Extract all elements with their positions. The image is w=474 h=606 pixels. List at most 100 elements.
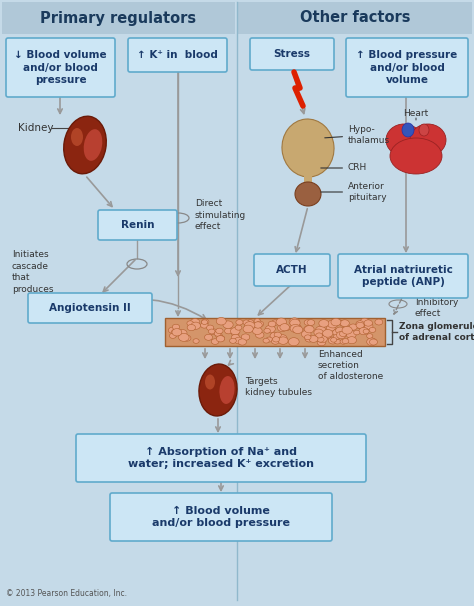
Text: ↑ Blood volume
and/or blood pressure: ↑ Blood volume and/or blood pressure [152,506,290,528]
Ellipse shape [169,333,176,338]
Ellipse shape [278,337,288,344]
Ellipse shape [316,333,322,338]
Text: Inhibitory
effect: Inhibitory effect [415,298,458,318]
Ellipse shape [342,339,349,344]
Bar [165,318,385,346]
Ellipse shape [290,319,300,327]
Ellipse shape [289,318,300,326]
Ellipse shape [354,330,360,335]
Ellipse shape [346,331,356,338]
Ellipse shape [375,319,383,325]
Ellipse shape [71,128,83,146]
Ellipse shape [255,331,264,338]
Ellipse shape [356,321,365,327]
Ellipse shape [207,325,214,330]
Ellipse shape [334,339,341,344]
FancyBboxPatch shape [128,38,227,72]
Ellipse shape [327,325,335,331]
Ellipse shape [282,119,334,177]
Ellipse shape [366,334,373,338]
Ellipse shape [280,324,290,331]
Ellipse shape [231,335,240,341]
Text: Enhanced
secretion
of aldosterone: Enhanced secretion of aldosterone [318,350,383,381]
Ellipse shape [333,330,341,336]
Ellipse shape [288,338,299,346]
Ellipse shape [84,129,102,161]
Text: ↑ Blood pressure
and/or blood
volume: ↑ Blood pressure and/or blood volume [356,50,457,85]
FancyBboxPatch shape [6,38,115,97]
Ellipse shape [214,331,221,336]
Ellipse shape [219,376,235,404]
Ellipse shape [178,330,187,336]
Ellipse shape [309,336,318,342]
Ellipse shape [254,319,261,324]
Text: Anterior
pituitary: Anterior pituitary [321,182,387,202]
Ellipse shape [304,319,312,325]
Ellipse shape [317,337,324,342]
FancyBboxPatch shape [254,254,330,286]
Text: ↓ Blood volume
and/or blood
pressure: ↓ Blood volume and/or blood pressure [14,50,107,85]
FancyBboxPatch shape [338,254,468,298]
Ellipse shape [205,375,215,390]
Ellipse shape [304,325,314,333]
Text: ↑ Absorption of Na⁺ and
water; increased K⁺ excretion: ↑ Absorption of Na⁺ and water; increased… [128,447,314,469]
Ellipse shape [363,329,369,333]
Text: ACTH: ACTH [276,265,308,275]
FancyBboxPatch shape [250,38,334,70]
Ellipse shape [339,331,347,336]
Ellipse shape [272,320,279,325]
FancyBboxPatch shape [76,434,366,482]
Ellipse shape [245,322,255,330]
Ellipse shape [243,325,253,333]
Ellipse shape [168,327,177,333]
Text: CRH: CRH [321,164,367,173]
Ellipse shape [241,334,250,341]
Ellipse shape [314,329,323,336]
Ellipse shape [209,329,215,334]
Ellipse shape [339,321,347,326]
FancyBboxPatch shape [28,293,152,323]
Text: ↑ K⁺ in  blood: ↑ K⁺ in blood [137,50,218,60]
Text: Renin: Renin [121,220,154,230]
Ellipse shape [270,332,280,339]
Ellipse shape [331,318,341,326]
Ellipse shape [307,320,315,325]
Text: Atrial natriuretic
peptide (ANP): Atrial natriuretic peptide (ANP) [354,265,453,287]
Ellipse shape [232,331,239,337]
Ellipse shape [204,335,212,341]
Ellipse shape [305,336,314,342]
Ellipse shape [179,333,189,341]
FancyBboxPatch shape [110,493,332,541]
Ellipse shape [263,338,269,343]
Text: Direct
stimulating
effect: Direct stimulating effect [195,199,246,231]
Ellipse shape [216,333,222,338]
Ellipse shape [216,328,223,334]
Ellipse shape [266,337,273,342]
Ellipse shape [216,318,226,325]
Ellipse shape [402,123,414,137]
Ellipse shape [216,336,225,342]
Ellipse shape [235,325,242,330]
Ellipse shape [340,320,349,327]
Ellipse shape [229,338,237,344]
Text: © 2013 Pearson Education, Inc.: © 2013 Pearson Education, Inc. [6,589,127,598]
Bar [237,2,472,34]
Ellipse shape [328,320,338,328]
Text: Hypo-
thalamus: Hypo- thalamus [325,125,390,145]
Ellipse shape [190,319,200,326]
Ellipse shape [336,327,345,334]
Text: Kidney: Kidney [18,123,54,133]
Ellipse shape [201,320,208,324]
Text: Zona glomerulosa
of adrenal cortex: Zona glomerulosa of adrenal cortex [399,322,474,342]
Ellipse shape [336,320,342,324]
Ellipse shape [419,124,429,136]
Ellipse shape [225,328,232,334]
Ellipse shape [390,138,442,174]
Bar [2,2,235,34]
Ellipse shape [187,321,193,326]
Ellipse shape [295,182,321,206]
Ellipse shape [349,324,357,330]
Ellipse shape [331,338,337,342]
Ellipse shape [187,324,195,331]
Ellipse shape [253,327,262,335]
